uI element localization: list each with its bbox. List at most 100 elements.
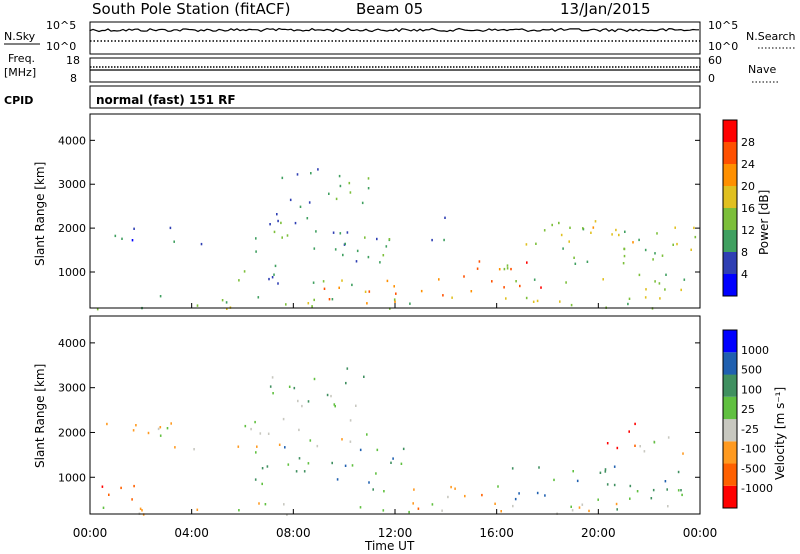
- data-cell: [444, 216, 446, 219]
- data-cell: [558, 221, 560, 225]
- data-cell: [339, 232, 342, 235]
- data-cell: [268, 277, 270, 281]
- data-cell: [131, 498, 133, 501]
- data-cell: [359, 506, 362, 509]
- data-cell: [599, 471, 602, 474]
- data-cell: [295, 470, 298, 473]
- data-cell: [639, 445, 641, 448]
- colorbar-tick-label: 8: [741, 246, 748, 259]
- data-cell: [286, 234, 289, 237]
- data-cell: [515, 280, 517, 283]
- data-cell: [511, 467, 514, 470]
- data-cell: [652, 488, 655, 492]
- nsky-tick-top: 10^5: [46, 19, 76, 32]
- data-cell: [296, 173, 299, 176]
- data-cell: [271, 276, 274, 279]
- data-cell: [628, 430, 630, 433]
- colorbar-swatch: [723, 208, 737, 230]
- data-cell: [372, 488, 374, 491]
- data-cell: [562, 247, 564, 250]
- data-cell: [355, 404, 357, 407]
- data-cell: [286, 513, 288, 516]
- data-cell: [166, 427, 169, 430]
- data-cell: [677, 470, 680, 474]
- colorbar-tick-label: 16: [741, 202, 755, 215]
- nsearch-tick-top: 10^5: [708, 19, 738, 32]
- colorbar-frame: [722, 329, 738, 509]
- data-cell: [454, 487, 456, 490]
- data-cell: [503, 267, 506, 271]
- colorbar-swatch: [723, 120, 737, 142]
- data-cell: [255, 237, 257, 240]
- data-cell: [644, 296, 647, 299]
- data-cell: [356, 249, 359, 253]
- data-cell: [159, 426, 162, 429]
- velocity-ytick-label: 2000: [58, 426, 86, 439]
- colorbar-tick-label: -500: [741, 462, 766, 475]
- data-cell: [282, 417, 285, 421]
- data-cell: [339, 184, 342, 188]
- data-cell: [386, 279, 389, 283]
- data-cell: [611, 233, 613, 236]
- data-cell: [667, 436, 670, 439]
- data-cell: [420, 289, 423, 293]
- data-cell: [392, 457, 394, 460]
- power-heatmap: [96, 168, 697, 311]
- data-cell: [470, 290, 473, 293]
- data-cell: [602, 278, 604, 281]
- cpid-panel: [89, 85, 701, 109]
- data-cell: [634, 444, 636, 447]
- data-cell: [624, 230, 626, 233]
- colorbar-tick-label: 25: [741, 403, 755, 416]
- data-cell: [442, 294, 444, 297]
- data-cell: [261, 482, 263, 486]
- freq-unit: [MHz]: [4, 66, 36, 79]
- data-cell: [586, 260, 589, 263]
- velocity-y-axis: 1000 2000 3000 4000: [58, 337, 701, 514]
- data-cell: [308, 201, 311, 204]
- data-cell: [450, 485, 452, 489]
- data-cell: [525, 243, 528, 246]
- cpid-label: CPID: [4, 94, 33, 107]
- data-cell: [400, 462, 403, 465]
- data-cell: [335, 197, 338, 201]
- data-cell: [346, 367, 349, 370]
- data-cell: [656, 232, 658, 235]
- data-cell: [443, 238, 445, 242]
- data-cell: [478, 260, 481, 263]
- data-cell: [121, 237, 123, 240]
- colorbar-tick-label: -25: [741, 423, 759, 436]
- data-cell: [568, 240, 570, 243]
- data-cell: [616, 508, 618, 511]
- cpid-text: normal (fast) 151 RF: [96, 93, 236, 107]
- xtick-label: 00:00: [73, 526, 108, 540]
- data-cell: [257, 296, 260, 299]
- data-cell: [653, 441, 656, 444]
- data-cell: [309, 439, 312, 442]
- data-cell: [590, 231, 592, 234]
- data-cell: [571, 509, 574, 512]
- data-cell: [570, 303, 573, 307]
- velocity-ylabel: Slant Range [km]: [33, 364, 47, 468]
- data-cell: [307, 400, 310, 403]
- data-cell: [351, 464, 354, 467]
- data-cell: [652, 258, 654, 261]
- data-cell: [636, 490, 639, 493]
- nsky-label: N.Sky: [4, 30, 36, 43]
- data-cell: [393, 298, 396, 301]
- data-cell: [174, 446, 176, 449]
- data-cell: [650, 497, 653, 500]
- data-cell: [278, 443, 281, 446]
- data-cell: [298, 457, 301, 460]
- data-cell: [559, 300, 561, 303]
- data-cell: [336, 478, 339, 481]
- colorbar-swatch: [723, 441, 737, 464]
- data-cell: [306, 217, 309, 220]
- data-cell: [491, 280, 493, 283]
- data-cell: [431, 503, 434, 506]
- data-cell: [385, 245, 388, 248]
- data-cell: [451, 296, 453, 299]
- data-cell: [654, 252, 656, 255]
- data-cell: [615, 502, 618, 506]
